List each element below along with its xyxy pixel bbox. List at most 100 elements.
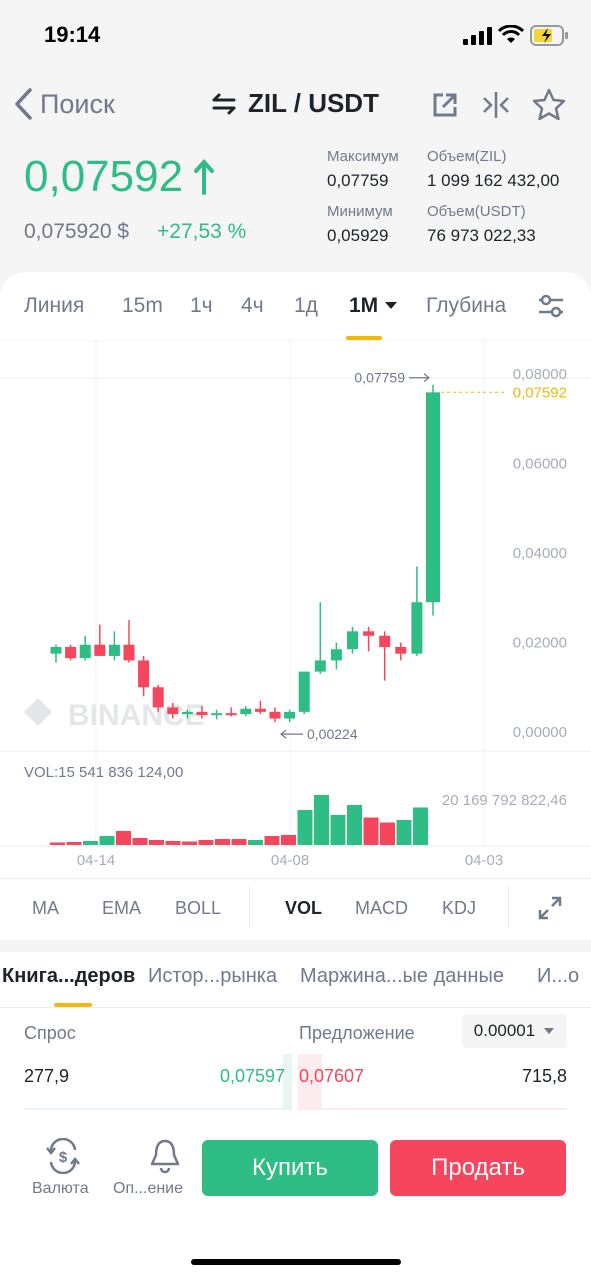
bid-depth-fill	[283, 1054, 292, 1110]
tab-1d[interactable]: 1д	[294, 294, 318, 317]
candle-body	[79, 644, 91, 659]
candle-body	[123, 644, 135, 661]
sell-button[interactable]: Продать	[390, 1140, 566, 1196]
price-change: +27,53 %	[157, 220, 247, 243]
bell-icon	[150, 1139, 180, 1174]
tab-4h[interactable]: 4ч	[241, 294, 264, 317]
volume-bar	[66, 842, 82, 845]
low-value: 0,05929	[327, 226, 389, 245]
chart-card	[0, 272, 591, 972]
volume-bar	[330, 815, 346, 845]
wifi-icon	[498, 25, 524, 43]
volume-bar	[297, 810, 313, 845]
high-label: Максимум	[327, 148, 399, 165]
currency-button[interactable]: $	[28, 1138, 98, 1204]
y-tick-label: 0,00000	[513, 724, 567, 741]
x-tick-label: 04-03	[465, 852, 503, 869]
arrow-up-icon	[194, 159, 215, 195]
tab-market-trades[interactable]: Истор...рынка	[148, 965, 278, 987]
volume-bar	[215, 839, 230, 845]
indicator-ma[interactable]: MA	[32, 898, 59, 918]
swap-icon	[212, 93, 236, 114]
candle-body	[314, 660, 326, 672]
alerts-button[interactable]	[130, 1138, 200, 1204]
section-separator	[0, 940, 591, 952]
indicator-vol[interactable]: VOL	[285, 898, 323, 918]
bid-depth-bar	[24, 1108, 292, 1110]
volume-bar	[182, 841, 197, 845]
pair-selector[interactable]: ZIL / USDT	[212, 88, 379, 119]
settings-sliders-icon[interactable]	[537, 293, 565, 319]
status-bar: 19:14	[0, 0, 591, 72]
high-annotation: 0,07759	[354, 370, 405, 386]
candle-body	[225, 713, 237, 716]
star-icon[interactable]	[532, 88, 566, 120]
volume-bar	[396, 820, 412, 845]
battery-icon	[530, 25, 568, 46]
tab-margin-data[interactable]: Маржина...ые данные	[300, 965, 504, 987]
tab-line[interactable]: Линия	[24, 294, 85, 317]
candle-body	[108, 644, 120, 656]
vol-quote-label: Объем(USDT)	[427, 203, 526, 220]
volume-bar	[83, 841, 98, 845]
candle-body	[330, 649, 342, 661]
indicator-ema[interactable]: EMA	[102, 898, 142, 918]
back-button[interactable]: Поиск	[12, 86, 115, 122]
buy-button[interactable]: Купить	[202, 1140, 378, 1196]
tab-1h[interactable]: 1ч	[190, 294, 213, 317]
candle-body	[181, 711, 193, 715]
candle-body	[211, 713, 223, 716]
volume-bar	[281, 835, 296, 845]
volume-bar	[363, 817, 379, 845]
bid-header: Спрос	[24, 1023, 76, 1043]
y-tick-label: 0,04000	[513, 545, 567, 562]
fullscreen-icon[interactable]	[537, 895, 563, 921]
back-label: Поиск	[40, 88, 115, 119]
candle-body	[284, 711, 296, 719]
candle-body	[152, 687, 164, 708]
indicator-boll[interactable]: BOLL	[175, 898, 222, 918]
tab-1M[interactable]: 1M	[349, 294, 398, 318]
candle-body	[269, 711, 281, 719]
home-indicator	[191, 1259, 401, 1265]
x-tick-label: 04-14	[77, 852, 115, 869]
candle-body	[196, 711, 208, 715]
indicator-kdj[interactable]: KDJ	[442, 898, 477, 918]
volume-bar	[347, 805, 362, 845]
ask-depth-fill	[298, 1054, 322, 1110]
watermark-text: BINANCE	[68, 699, 205, 732]
candle-body	[395, 646, 407, 654]
x-tick-label: 04-08	[271, 852, 309, 869]
y-tick-label: 0,08000	[513, 366, 567, 383]
price-usd: 0,075920 $	[24, 220, 130, 243]
tab-15m[interactable]: 15m	[122, 294, 163, 317]
tab-depth[interactable]: Глубина	[426, 294, 507, 317]
tab-info[interactable]: И...о	[537, 965, 580, 987]
share-icon[interactable]	[432, 92, 458, 118]
tab-order-book[interactable]: Книга...деров	[2, 965, 136, 987]
volume-bar	[231, 839, 247, 845]
volume-bar	[264, 836, 280, 845]
high-value: 0,07759	[327, 171, 389, 190]
volume-max-label: 20 169 792 822,46	[442, 792, 567, 809]
precision-select[interactable]: 0.00001	[462, 1014, 567, 1048]
ask-price: 0,07607	[299, 1066, 365, 1086]
chevron-left-icon	[15, 88, 32, 120]
volume-bar	[198, 840, 214, 845]
candle-body	[411, 602, 423, 654]
tab-1M-label: 1M	[349, 294, 379, 317]
compare-icon[interactable]	[481, 90, 511, 120]
indicator-macd[interactable]: MACD	[355, 898, 408, 918]
volume-bar	[132, 838, 148, 845]
volume-bar	[248, 840, 263, 845]
candlestick-chart[interactable]: BINANCE 0,08000 0,06000 0,04000 0,02000 0,00…	[0, 340, 591, 870]
volume-bar	[50, 842, 65, 845]
last-price: 0,07592	[24, 152, 215, 202]
candle-body	[138, 660, 150, 688]
y-tick-label: 0,06000	[513, 456, 567, 473]
alerts-label: Оп...ение	[113, 1180, 184, 1197]
volume-bar	[116, 831, 131, 845]
volume-bar	[413, 807, 428, 845]
svg-text:$: $	[59, 1149, 68, 1166]
candle-body	[94, 644, 106, 656]
